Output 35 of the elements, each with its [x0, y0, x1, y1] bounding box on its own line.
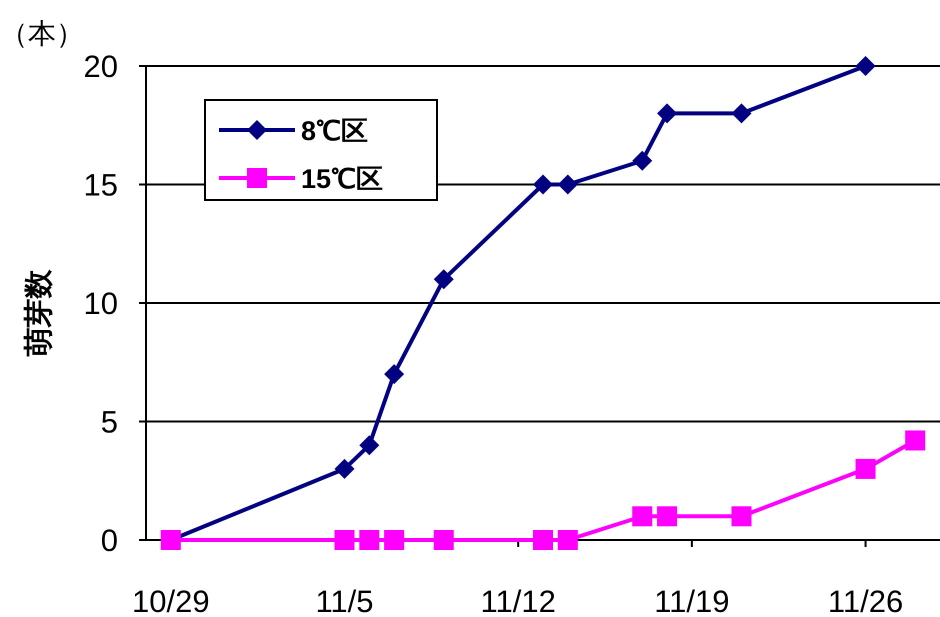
x-tick-label: 10/29 [132, 584, 210, 617]
point [558, 174, 578, 194]
point [657, 103, 678, 124]
point [384, 364, 404, 384]
y-tick-label: 0 [100, 523, 118, 558]
point [434, 269, 454, 290]
point [533, 174, 553, 194]
legend-label: 15℃区 [301, 164, 384, 194]
x-tick-label: 11/26 [828, 584, 904, 617]
point [384, 530, 404, 550]
point [558, 530, 578, 550]
point [856, 458, 876, 479]
point [359, 530, 380, 550]
point [632, 506, 652, 526]
point [334, 458, 354, 479]
point [732, 103, 752, 124]
point [732, 506, 752, 526]
point [856, 56, 876, 76]
y-axis-title: 萌芽数 [23, 268, 55, 358]
point [434, 530, 454, 550]
y-tick-label: 5 [100, 404, 118, 440]
y-tick-label: 10 [84, 286, 118, 321]
point [359, 435, 380, 456]
x-tick-label: 11/19 [654, 584, 730, 617]
y-tick-label: 15 [84, 168, 118, 202]
point [334, 530, 354, 550]
point [533, 530, 553, 550]
x-tick-label: 11/5 [315, 584, 374, 617]
point [905, 430, 926, 450]
y-tick-label: 20 [84, 49, 118, 84]
x-tick-label: 11/12 [480, 584, 556, 617]
text: （本） [0, 18, 84, 49]
point [657, 506, 678, 526]
legend-label: 8℃区 [301, 116, 368, 146]
point [632, 150, 652, 171]
